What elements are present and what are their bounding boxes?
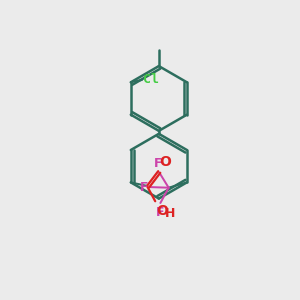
- Text: Cl: Cl: [143, 74, 159, 86]
- Text: F: F: [140, 181, 148, 194]
- Text: H: H: [165, 206, 175, 220]
- Text: F: F: [154, 157, 162, 170]
- Text: F: F: [155, 206, 164, 219]
- Text: O: O: [156, 204, 168, 218]
- Text: O: O: [160, 155, 172, 169]
